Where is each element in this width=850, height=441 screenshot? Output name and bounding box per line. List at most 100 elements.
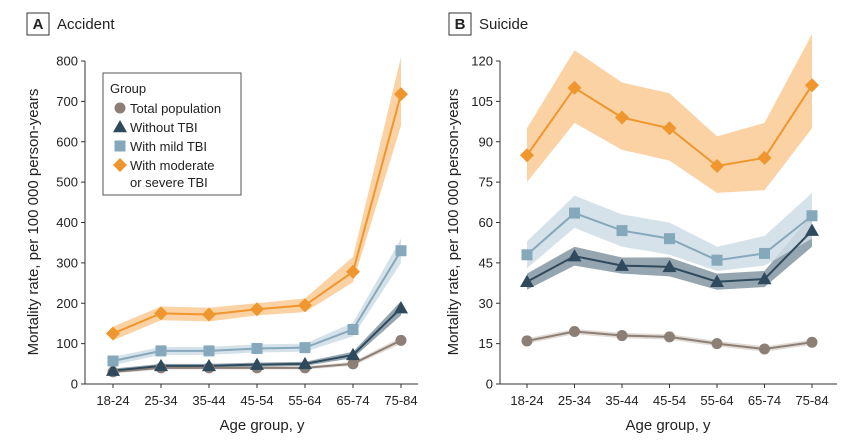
y-tick-label: 15 — [479, 336, 493, 351]
data-point-mild — [347, 323, 359, 335]
data-point-without — [106, 363, 120, 376]
y-tick-label: 60 — [479, 215, 493, 230]
ci-bands — [527, 34, 812, 352]
panel-letter: B — [455, 16, 466, 33]
legend-entry-moderate-severe-tbi: With moderate or severe TBI — [113, 158, 215, 190]
y-tick-label: 700 — [56, 94, 78, 109]
data-point-severe — [757, 150, 772, 165]
data-point-severe — [106, 326, 120, 341]
x-tick-label: 45-54 — [653, 393, 686, 408]
data-point-severe — [346, 264, 360, 279]
legend-circle-icon — [114, 102, 126, 114]
data-point-mild — [395, 245, 407, 257]
data-point-without — [805, 223, 819, 236]
data-point-mild — [616, 225, 628, 237]
y-tick-label: 600 — [56, 134, 78, 149]
x-tick-label: 25-34 — [144, 393, 177, 408]
x-tick-label: 35-44 — [192, 393, 225, 408]
data-point-total — [395, 334, 407, 346]
data-point-without — [710, 274, 724, 287]
y-axis-title: Mortality rate, per 100 000 person-years — [25, 89, 42, 356]
legend-label-line2: or severe TBI — [130, 175, 208, 190]
ci-bands — [113, 56, 401, 374]
data-point-without — [757, 272, 772, 285]
legend-entry-without-tbi: Without TBI — [113, 120, 198, 135]
data-point-without — [154, 358, 168, 372]
data-point-without — [615, 258, 629, 271]
data-point-total — [759, 343, 770, 355]
data-point-total — [664, 331, 675, 343]
data-point-severe — [710, 158, 724, 173]
legend-marker-triangle — [113, 120, 127, 133]
data-point-total — [616, 330, 628, 342]
y-tick-label: 105 — [471, 94, 493, 109]
axes: 0 100 200 300 400 500 600 700 800 18-24 25-34 35-44… — [56, 54, 418, 408]
legend-marker-diamond — [113, 158, 127, 172]
x-tick-label: 55-64 — [288, 393, 321, 408]
legend-label: Without TBI — [130, 120, 198, 135]
x-tick-label: 18-24 — [96, 393, 129, 408]
x-tick-label: 75-84 — [384, 393, 417, 408]
y-tick-label: 300 — [56, 255, 78, 270]
legend-title: Group — [110, 81, 146, 96]
y-tick-label: 0 — [486, 377, 493, 392]
data-point-mild — [251, 342, 263, 354]
data-point-without — [250, 357, 264, 370]
data-point-without — [298, 356, 312, 370]
data-point-mild — [107, 355, 119, 367]
data-point-mild — [299, 342, 311, 354]
x-tick-label: 25-34 — [558, 393, 591, 408]
data-point-without — [202, 358, 216, 372]
data-point-total — [806, 336, 818, 348]
data-point-severe — [567, 80, 582, 95]
legend-marker-circle — [114, 102, 126, 114]
data-point-mild — [569, 207, 580, 219]
data-point-severe — [250, 302, 264, 317]
data-point-without — [394, 301, 408, 314]
x-tick-label: 75-84 — [795, 393, 828, 408]
y-tick-label: 400 — [56, 215, 78, 230]
series-markers — [520, 78, 819, 355]
y-tick-label: 90 — [479, 134, 493, 149]
y-tick-label: 100 — [56, 336, 78, 351]
data-point-mild — [759, 247, 770, 259]
x-tick-label: 55-64 — [700, 393, 733, 408]
data-point-total — [521, 335, 533, 347]
ci-band-total — [113, 337, 401, 374]
x-tick-label: 65-74 — [336, 393, 369, 408]
legend-label: With moderate — [130, 158, 215, 173]
ci-band-without — [527, 214, 812, 290]
legend-entry-total: Total population — [114, 101, 221, 116]
data-point-total — [711, 338, 723, 350]
y-tick-label: 500 — [56, 175, 78, 190]
data-point-mild — [521, 249, 533, 261]
legend-triangle-icon — [113, 120, 127, 133]
panel-title: Suicide — [479, 16, 528, 33]
data-point-without — [346, 347, 360, 361]
legend-box — [102, 72, 242, 196]
data-point-severe — [298, 298, 312, 313]
panel-suicide: B Suicide 0 15 30 45 60 75 90 105 120 18-24 25-34 3… — [445, 12, 837, 434]
ci-band-severe — [527, 34, 812, 193]
series-markers — [106, 87, 408, 378]
data-point-total — [569, 326, 580, 338]
data-point-without — [662, 259, 677, 273]
data-point-severe — [154, 306, 168, 321]
panel-letter-box — [448, 12, 472, 36]
legend-marker-square — [114, 140, 126, 152]
ci-band-mild — [527, 192, 812, 271]
panel-accident: A Accident 0 100 200 300 400 500 600 700 800 18-2… — [25, 12, 418, 434]
x-tick-label: 35-44 — [605, 393, 638, 408]
y-tick-label: 30 — [479, 296, 493, 311]
data-point-severe — [202, 307, 216, 322]
ci-band-mild — [113, 238, 401, 366]
data-point-mild — [203, 345, 215, 357]
y-tick-label: 0 — [71, 377, 78, 392]
y-tick-label: 75 — [479, 175, 493, 190]
y-tick-label: 800 — [56, 54, 78, 69]
data-point-severe — [394, 87, 408, 102]
x-tick-label: 18-24 — [510, 393, 543, 408]
x-tick-label: 45-54 — [240, 393, 273, 408]
data-point-mild — [806, 210, 818, 222]
data-point-mild — [664, 233, 675, 245]
